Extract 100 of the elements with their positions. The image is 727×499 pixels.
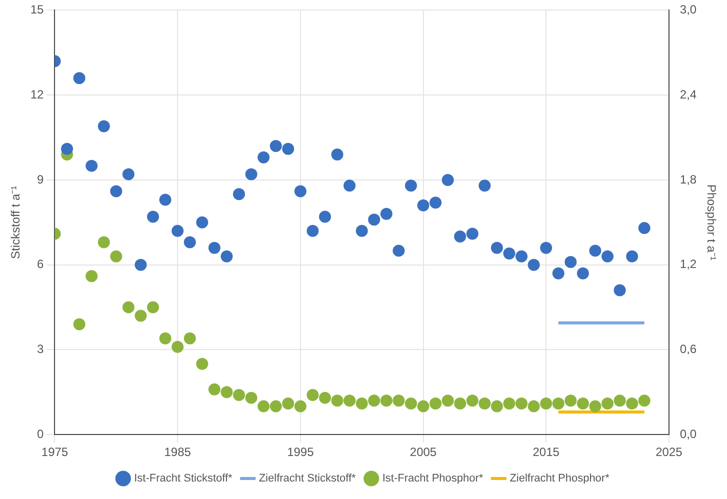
point (564, 394, 577, 407)
legend-label: Ist-Fracht Stickstoff* (134, 472, 234, 485)
legend-label: Zielfracht Stickstoff* (258, 472, 357, 485)
point (122, 301, 134, 314)
point (466, 228, 478, 240)
y2-tick-label: 2,4 (680, 87, 697, 102)
point (270, 400, 282, 412)
point (86, 270, 98, 282)
y-axis-title: Stickstoff t a⁻¹ (8, 186, 23, 259)
point (638, 222, 650, 234)
point (159, 194, 172, 206)
point (233, 188, 245, 200)
point (392, 244, 405, 257)
point (86, 160, 98, 172)
point (110, 185, 122, 198)
y-tick-label: 0 (37, 426, 44, 441)
y2-tick-label: 3,0 (680, 2, 697, 17)
y-tick-label: 3 (37, 342, 44, 356)
point (478, 180, 491, 192)
point (404, 180, 417, 192)
point (331, 148, 344, 160)
point (626, 397, 638, 410)
point (356, 397, 368, 410)
point (503, 248, 516, 260)
point (270, 140, 282, 152)
x-tick-label: 1975 (41, 445, 68, 460)
y2-tick-label: 1,2 (680, 257, 697, 272)
point (552, 397, 564, 410)
point (220, 250, 233, 262)
y-tick-label: 12 (30, 87, 44, 102)
point (220, 386, 233, 398)
point (306, 388, 319, 401)
y2-tick-label: 0,6 (680, 342, 697, 356)
y-tick-label: 15 (30, 2, 44, 17)
point (98, 236, 110, 248)
point (282, 397, 294, 410)
point (589, 400, 602, 412)
point (503, 397, 516, 410)
point (614, 394, 626, 407)
point (282, 142, 294, 155)
point (134, 310, 147, 322)
point (122, 168, 134, 180)
point (478, 397, 491, 410)
point (368, 394, 380, 407)
point (318, 210, 331, 223)
point (380, 394, 392, 407)
point (528, 400, 540, 412)
point (552, 267, 564, 280)
point (490, 400, 503, 412)
point (233, 388, 245, 401)
point (540, 397, 552, 410)
point (147, 210, 160, 223)
point (417, 199, 430, 212)
y-tick-label: 9 (37, 172, 44, 186)
point (576, 267, 589, 280)
y-tick-label: 6 (37, 257, 44, 272)
point (172, 224, 184, 237)
point (331, 394, 344, 407)
point (61, 142, 74, 155)
point (404, 397, 417, 410)
point (159, 332, 172, 344)
point (430, 397, 442, 410)
point (356, 224, 368, 237)
point (294, 400, 306, 412)
point (454, 397, 466, 410)
point (245, 168, 258, 180)
point (73, 72, 86, 84)
point (196, 216, 208, 228)
point (516, 250, 528, 262)
point (306, 224, 319, 237)
point (208, 383, 220, 396)
legend-label: Zielfracht Phosphor* (510, 472, 610, 485)
point (454, 230, 466, 243)
point (344, 394, 356, 407)
point (245, 392, 258, 404)
x-tick-label: 2025 (656, 445, 683, 460)
point (196, 358, 208, 370)
point (110, 250, 122, 262)
y2-axis-title: Phosphor t a⁻¹ (704, 184, 718, 260)
point (294, 185, 306, 198)
point (540, 242, 552, 254)
point (490, 242, 503, 254)
x-tick-label: 2015 (532, 445, 560, 460)
point (184, 236, 196, 248)
x-tick-label: 1985 (164, 445, 192, 460)
x-tick-label: 2005 (410, 445, 437, 460)
y2-tick-label: 0,0 (680, 426, 697, 441)
point (442, 174, 454, 186)
point (638, 394, 650, 407)
point (417, 400, 430, 412)
point (442, 394, 454, 407)
point (380, 208, 392, 220)
point (208, 242, 220, 254)
point (576, 397, 589, 410)
point (430, 196, 442, 209)
point (614, 284, 626, 296)
point (564, 256, 577, 268)
point (258, 400, 270, 412)
point (344, 180, 356, 192)
point (516, 397, 528, 410)
